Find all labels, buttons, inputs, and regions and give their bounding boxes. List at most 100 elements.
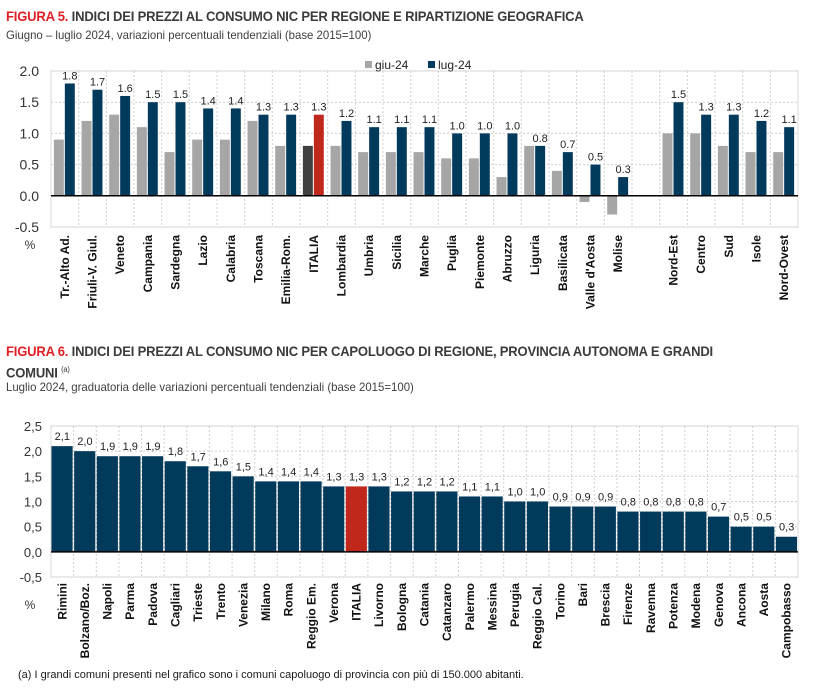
figure6-title-note-ref: (a) xyxy=(61,365,70,374)
x-tick-label: Genova xyxy=(712,583,726,627)
bar xyxy=(51,446,73,552)
bar xyxy=(368,486,390,552)
data-label: 1.3 xyxy=(726,102,741,114)
bar-lug-24 xyxy=(452,133,463,196)
data-label: 1,5 xyxy=(236,461,251,473)
data-label: 1.5 xyxy=(145,89,160,101)
data-label: 1,7 xyxy=(190,451,205,463)
chart-cities: 2,5 2,0 1,5 1,0 0,5 0,0 -0,5% 2,1 Rimini 2,0 Bolza… xyxy=(20,419,799,658)
x-tick-label: Livorno xyxy=(372,583,386,627)
data-label: 1.7 xyxy=(90,77,105,89)
x-tick-label: Sud xyxy=(722,235,736,258)
x-tick-label: Ancona xyxy=(734,583,748,627)
bar-lug-24 xyxy=(701,114,712,196)
data-label: 0,9 xyxy=(575,492,590,504)
data-label: 1.3 xyxy=(283,102,298,114)
bar-giu-24 xyxy=(717,145,728,196)
data-label: 1,4 xyxy=(258,466,273,478)
footnote: (a) I grandi comuni presenti nel grafico… xyxy=(18,669,524,681)
bar xyxy=(504,501,526,552)
data-label: 2,1 xyxy=(55,431,70,443)
bar-lug-24 xyxy=(203,108,214,196)
data-label: 1,9 xyxy=(123,441,138,453)
bar xyxy=(640,511,662,552)
x-tick-label: Isole xyxy=(750,235,764,263)
data-label: 1,4 xyxy=(304,466,319,478)
figure5-number: FIGURA 5. xyxy=(6,8,69,24)
data-label: 0,7 xyxy=(711,502,726,514)
x-tick-label: Catanzaro xyxy=(440,583,454,641)
bar xyxy=(481,496,503,552)
bar-lug-24 xyxy=(728,114,739,196)
bar-giu-24 xyxy=(441,158,452,196)
x-tick-label: Palermo xyxy=(463,583,477,630)
bar-giu-24 xyxy=(302,145,313,196)
bar-giu-24 xyxy=(109,114,120,196)
legend-swatch-giu-24 xyxy=(365,61,372,68)
data-label: 1,3 xyxy=(372,471,387,483)
data-label: 0,8 xyxy=(666,497,681,509)
chart-regions: 2.0 1.5 1.0 0.5 0.0 -0.5% 1.8 Tr.-Alto Ad. 1.7 Fr… xyxy=(15,58,799,309)
bar-giu-24 xyxy=(468,158,479,196)
data-label: 1,3 xyxy=(326,471,341,483)
bar xyxy=(164,461,186,552)
data-label: 1.5 xyxy=(173,89,188,101)
bar-giu-24 xyxy=(219,139,230,196)
data-label: 1,4 xyxy=(281,466,296,478)
x-tick-label: Sardegna xyxy=(169,235,183,290)
figure6-title: FIGURA 6. INDICI DEI PREZZI AL CONSUMO N… xyxy=(6,343,713,360)
bar-lug-24 xyxy=(507,133,518,196)
bar xyxy=(730,526,752,552)
data-label: 1,0 xyxy=(530,487,545,499)
bar xyxy=(255,481,277,552)
data-label: 1.3 xyxy=(256,102,271,114)
x-tick-label: Napoli xyxy=(101,583,115,620)
bar-giu-24 xyxy=(690,133,701,196)
bar-giu-24 xyxy=(275,145,286,196)
x-tick-label: Tr.-Alto Ad. xyxy=(58,235,72,299)
x-tick-label: Puglia xyxy=(445,235,459,271)
bar xyxy=(74,451,96,552)
x-tick-label: ITALIA xyxy=(307,235,321,273)
bar-lug-24 xyxy=(92,89,103,196)
data-label: 1.4 xyxy=(228,95,243,107)
bar-giu-24 xyxy=(81,120,92,196)
x-tick-label: Centro xyxy=(694,235,708,274)
data-label: 1.3 xyxy=(311,102,326,114)
bar-lug-24 xyxy=(673,102,684,196)
y-tick-label: 0,5 xyxy=(24,520,42,535)
x-tick-label: Campania xyxy=(141,235,155,293)
bar xyxy=(617,511,639,552)
figure5-title: FIGURA 5. INDICI DEI PREZZI AL CONSUMO N… xyxy=(6,8,584,25)
data-label: 1,2 xyxy=(439,476,454,488)
data-label: 2,0 xyxy=(77,436,92,448)
y-axis-unit: % xyxy=(25,598,36,612)
data-label: 1.4 xyxy=(200,95,215,107)
figure5-subtitle: Giugno – luglio 2024, variazioni percent… xyxy=(6,28,372,42)
x-tick-label: Marche xyxy=(418,235,432,277)
data-label: 1.0 xyxy=(505,120,520,132)
data-label: 1,9 xyxy=(145,441,160,453)
bar-lug-24 xyxy=(590,164,601,196)
data-label: 1.1 xyxy=(422,114,437,126)
x-tick-label: Emilia-Rom. xyxy=(279,235,293,304)
bar-giu-24 xyxy=(53,139,64,196)
data-label: 1,6 xyxy=(213,456,228,468)
y-tick-label: 1,5 xyxy=(24,469,42,484)
data-label: 1.1 xyxy=(366,114,381,126)
data-label: 1,9 xyxy=(100,441,115,453)
bar-giu-24 xyxy=(330,145,341,196)
bar-lug-24 xyxy=(175,102,186,196)
data-label: 1,1 xyxy=(485,481,500,493)
data-label: 1.8 xyxy=(62,70,77,82)
bar xyxy=(707,516,730,552)
x-tick-label: Firenze xyxy=(621,583,635,625)
bar-lug-24 xyxy=(618,177,629,196)
data-label: 0,8 xyxy=(621,497,636,509)
x-tick-label: Rimini xyxy=(55,583,69,620)
bar-lug-24 xyxy=(120,95,131,196)
x-tick-label: Veneto xyxy=(113,235,127,274)
legend-swatch-lug-24 xyxy=(428,61,435,68)
y-tick-label: 2.0 xyxy=(20,63,40,79)
bar xyxy=(526,501,548,552)
